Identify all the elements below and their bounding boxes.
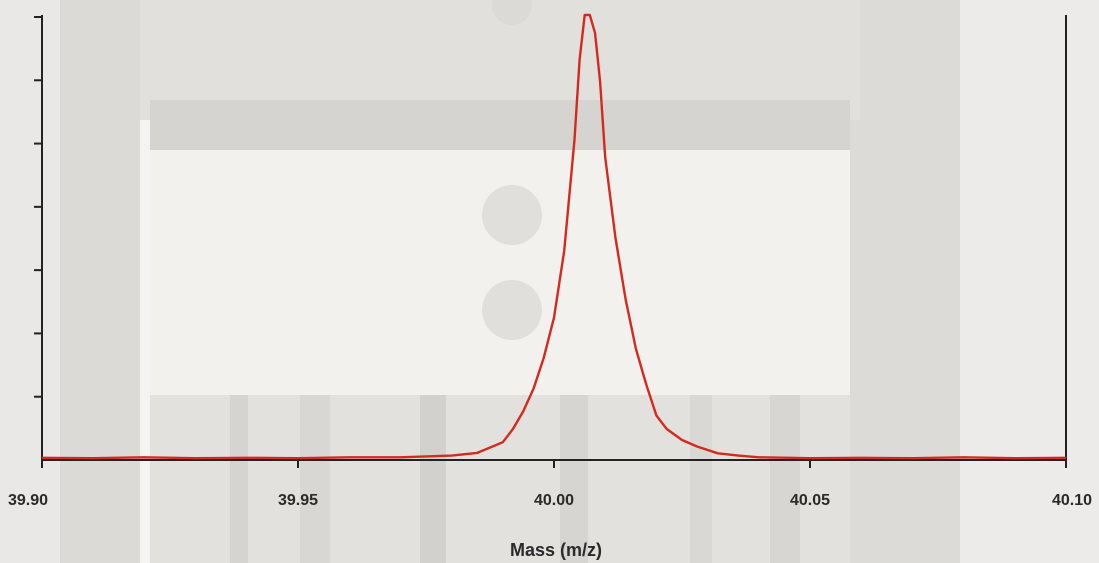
x-tick-label: 40.00 — [534, 492, 574, 509]
x-axis-title: Mass (m/z) — [510, 540, 602, 560]
x-tick-label: 40.05 — [790, 492, 830, 509]
y-axis-ticks — [34, 16, 42, 398]
x-tick-label: 39.90 — [8, 492, 48, 509]
x-tick-label: 39.95 — [278, 492, 318, 509]
x-axis-ticks: 39.90 39.95 40.00 40.05 40.10 — [8, 460, 1092, 509]
spectrum-series-line — [41, 13, 1067, 460]
x-tick-label: 40.10 — [1052, 492, 1092, 509]
